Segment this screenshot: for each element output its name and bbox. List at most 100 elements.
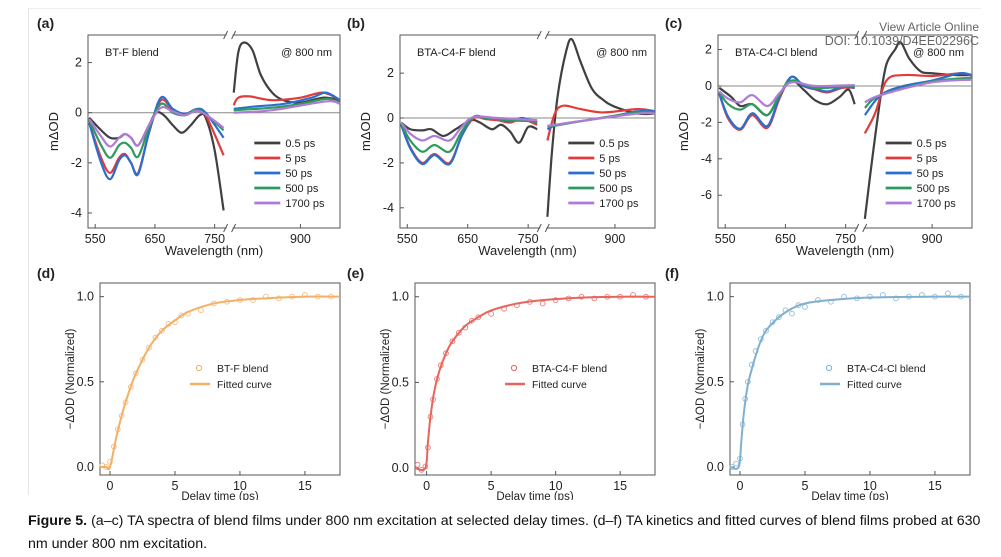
x-tick-label: 750 — [835, 232, 856, 246]
plot-frame — [87, 34, 341, 229]
series-line-0.5ps — [400, 118, 538, 144]
axis-break-mark — [223, 223, 237, 233]
y-tick-label: 0.0 — [77, 460, 94, 474]
x-tick-label: 0 — [423, 479, 430, 493]
legend-label: 50 ps — [599, 168, 626, 180]
series-line-1700ps — [233, 100, 341, 114]
data-point — [802, 304, 808, 310]
y-tick-label: -4 — [701, 152, 712, 166]
x-tick-label: 0 — [107, 479, 114, 493]
panel-label: (b) — [347, 15, 365, 31]
legend-label: 0.5 ps — [917, 138, 947, 150]
plot-frame — [717, 34, 973, 229]
y-tick-label: 0.5 — [707, 375, 724, 389]
x-tick-label: 900 — [605, 232, 626, 246]
y-tick-label: 1.0 — [707, 290, 724, 304]
excitation-label: @ 800 nm — [281, 47, 332, 59]
series-line-0.5ps — [232, 41, 341, 104]
data-point — [178, 312, 185, 319]
panel-label: (a) — [37, 15, 54, 31]
panel-f: (f) 0 5 10 15 0.0 0.5 1.0 Delay time (ps) −ΔOD (N… — [665, 265, 971, 500]
legend-label: Fitted curve — [847, 379, 902, 391]
axis-break-mark — [536, 30, 550, 40]
legend-label: BTA-C4-F blend — [532, 363, 607, 375]
x-axis-label: Wavelength (nm) — [165, 243, 264, 258]
legend-label: 50 ps — [285, 168, 312, 180]
series-line-1700ps — [718, 81, 855, 108]
x-axis-label: Delay time (ps) — [181, 491, 258, 500]
data-point — [456, 329, 462, 336]
x-axis-label: Delay time (ps) — [811, 491, 888, 500]
legend-label: 1700 ps — [917, 198, 957, 210]
panel-e: (e) 0 5 10 15 0.0 0.5 1.0 Delay time (ps) −ΔOD (N… — [347, 265, 656, 500]
x-tick-label: 10 — [233, 479, 247, 493]
x-tick-label: 550 — [397, 232, 418, 246]
panel-c: (c) 550 650 750 900 2 0 -2 -4 -6 Wavelength (nm) mΔ… — [665, 15, 973, 258]
data-point — [776, 314, 782, 320]
legend-label: BT-F blend — [217, 363, 269, 375]
series-line-1700ps — [400, 115, 538, 142]
y-axis-label: mΔOD — [46, 112, 61, 151]
legend-label: 5 ps — [599, 153, 620, 165]
x-tick-label: 550 — [715, 232, 736, 246]
legend-label: BTA-C4-Cl blend — [847, 363, 926, 375]
y-axis-label: −ΔOD (Normalized) — [695, 329, 707, 430]
sample-label: BTA-C4-F blend — [417, 47, 496, 59]
plot-frame — [729, 282, 971, 476]
x-axis-label: Delay time (ps) — [496, 491, 573, 500]
data-point — [763, 327, 769, 334]
data-point — [789, 310, 795, 317]
sample-label: BTA-C4-Cl blend — [735, 47, 817, 59]
legend-label: Fitted curve — [217, 379, 272, 391]
x-tick-label: 550 — [85, 232, 106, 246]
data-point — [475, 314, 482, 321]
y-tick-label: 1.0 — [392, 290, 409, 304]
data-point — [414, 461, 421, 468]
y-axis-label: −ΔOD (Normalized) — [65, 329, 77, 430]
legend-label: 500 ps — [917, 183, 951, 195]
panel-label: (d) — [37, 265, 55, 281]
legend-label: 50 ps — [917, 168, 944, 180]
data-point — [539, 300, 546, 307]
legend-label: 1700 ps — [599, 198, 639, 210]
axis-break-gap — [857, 32, 864, 38]
excitation-label: @ 800 nm — [913, 47, 964, 59]
data-point — [146, 344, 152, 351]
x-tick-label: 0 — [737, 479, 744, 493]
data-point — [733, 460, 739, 467]
series-line-0.5ps — [88, 111, 225, 211]
sample-label: BT-F blend — [105, 47, 159, 59]
axis-break-gap — [226, 225, 233, 231]
x-tick-label: 900 — [290, 232, 311, 246]
figure-frame — [28, 8, 981, 495]
legend-label: 0.5 ps — [599, 138, 629, 150]
x-axis-label: Wavelength (nm) — [796, 243, 895, 258]
view-article-online-link[interactable]: View Article Online — [879, 20, 979, 34]
x-tick-label: 10 — [863, 479, 877, 493]
y-tick-label: -4 — [71, 206, 82, 220]
x-tick-label: 5 — [801, 479, 808, 493]
x-tick-label: 15 — [298, 479, 312, 493]
series-line-1700ps — [547, 111, 656, 127]
axis-break-mark — [854, 30, 868, 40]
data-point — [729, 464, 736, 470]
data-point — [893, 295, 899, 302]
caption-text: (a–c) TA spectra of blend films under 80… — [28, 513, 981, 552]
y-tick-label: -6 — [701, 188, 712, 202]
legend-label: 5 ps — [917, 153, 938, 165]
doi-text: DOI: 10.1039/D4EE02296C — [824, 34, 979, 48]
y-tick-label: -4 — [383, 201, 394, 215]
series-line-1700ps — [88, 106, 225, 148]
data-point — [591, 295, 598, 302]
data-point — [449, 338, 456, 345]
panel-label: (f) — [665, 265, 679, 281]
y-axis-label: −ΔOD (Normalized) — [380, 329, 392, 430]
y-tick-label: 1.0 — [77, 290, 94, 304]
x-tick-label: 5 — [488, 479, 495, 493]
legend-label: 1700 ps — [285, 198, 325, 210]
legend-marker — [825, 364, 833, 372]
x-tick-label: 5 — [171, 479, 178, 493]
legend-marker — [195, 364, 203, 372]
data-point — [945, 290, 951, 297]
legend-label: 500 ps — [285, 183, 319, 195]
